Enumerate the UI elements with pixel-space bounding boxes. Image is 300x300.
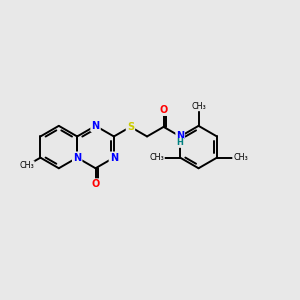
Text: N: N xyxy=(110,153,118,163)
Text: CH₃: CH₃ xyxy=(149,153,164,162)
Text: CH₃: CH₃ xyxy=(19,161,34,170)
Text: CH₃: CH₃ xyxy=(191,101,206,110)
Text: S: S xyxy=(127,122,134,132)
Text: N: N xyxy=(73,153,81,163)
Text: N: N xyxy=(176,131,184,142)
Text: CH₃: CH₃ xyxy=(233,153,248,162)
Text: O: O xyxy=(160,105,168,115)
Text: H: H xyxy=(177,138,184,147)
Text: O: O xyxy=(92,179,100,190)
Text: N: N xyxy=(92,121,100,131)
